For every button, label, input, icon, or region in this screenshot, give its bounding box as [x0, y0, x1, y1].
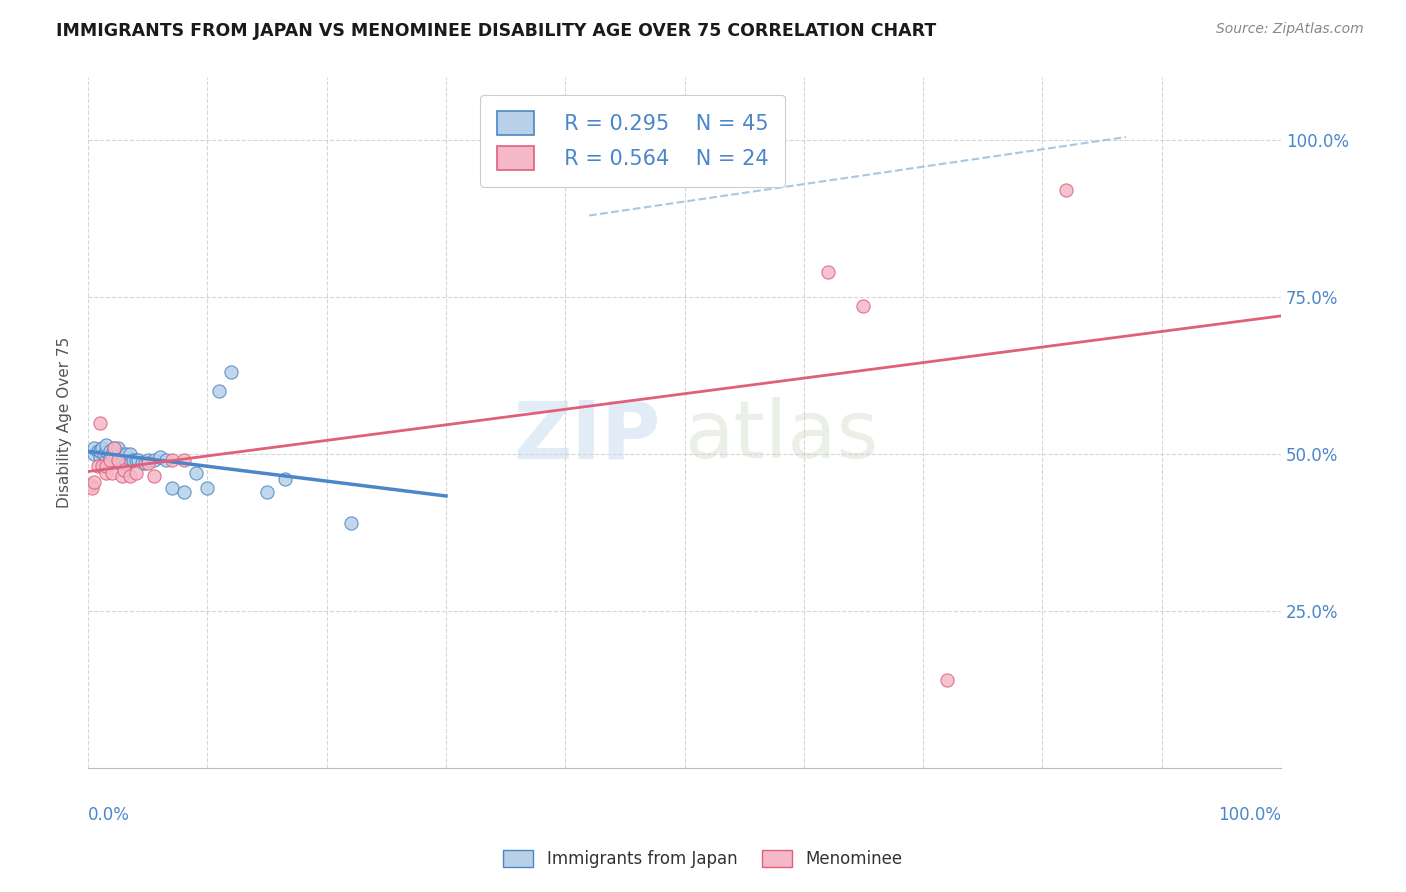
Point [112, 459, 135, 474]
Point [94, 453, 117, 467]
Point [103, 441, 125, 455]
Point [852, 300, 875, 314]
Point [197, 482, 219, 496]
Point [936, 673, 959, 687]
Point [160, 453, 183, 467]
Point [125, 466, 148, 480]
Y-axis label: Disability Age Over 75: Disability Age Over 75 [58, 337, 72, 508]
Point [107, 447, 129, 461]
Point [339, 516, 361, 530]
Point [89, 443, 111, 458]
Text: atlas: atlas [685, 397, 879, 475]
Point [134, 456, 156, 470]
Point [149, 450, 172, 464]
Point [101, 447, 124, 461]
Point [79, 478, 101, 492]
Point [115, 456, 138, 470]
Point [98, 453, 121, 467]
Point [112, 462, 135, 476]
Point [131, 456, 153, 470]
Point [817, 265, 839, 279]
Point [136, 453, 159, 467]
Point [184, 466, 207, 480]
Point [125, 453, 148, 467]
Point [142, 469, 165, 483]
Point [83, 447, 105, 461]
Point [136, 456, 159, 470]
Point [160, 482, 183, 496]
Text: 100.0%: 100.0% [1218, 805, 1281, 823]
Point [274, 472, 297, 486]
Legend:   R = 0.295    N = 45,   R = 0.564    N = 24: R = 0.295 N = 45, R = 0.564 N = 24 [481, 95, 786, 186]
Point [208, 384, 231, 399]
Point [107, 453, 129, 467]
Point [86, 443, 108, 458]
Point [94, 459, 117, 474]
Text: ZIP: ZIP [513, 397, 661, 475]
Point [107, 456, 129, 470]
Text: Source: ZipAtlas.com: Source: ZipAtlas.com [1216, 22, 1364, 37]
Point [101, 466, 124, 480]
Point [83, 475, 105, 490]
Point [110, 453, 132, 467]
Point [91, 441, 114, 455]
Point [80, 482, 103, 496]
Point [91, 459, 114, 474]
Point [94, 437, 117, 451]
Point [1054, 183, 1077, 197]
Point [103, 453, 125, 467]
Point [122, 453, 145, 467]
Point [115, 447, 138, 461]
Point [83, 441, 105, 455]
Point [110, 469, 132, 483]
Point [107, 441, 129, 455]
Point [173, 484, 195, 499]
Point [89, 450, 111, 464]
Point [256, 484, 278, 499]
Text: IMMIGRANTS FROM JAPAN VS MENOMINEE DISABILITY AGE OVER 75 CORRELATION CHART: IMMIGRANTS FROM JAPAN VS MENOMINEE DISAB… [56, 22, 936, 40]
Point [142, 453, 165, 467]
Point [221, 365, 243, 379]
Point [103, 441, 125, 455]
Point [112, 450, 135, 464]
Point [118, 447, 141, 461]
Point [94, 466, 117, 480]
Legend: Immigrants from Japan, Menominee: Immigrants from Japan, Menominee [496, 843, 910, 875]
Point [173, 453, 195, 467]
Point [98, 450, 121, 464]
Point [155, 453, 177, 467]
Point [94, 443, 117, 458]
Point [93, 447, 115, 461]
Point [110, 447, 132, 461]
Point [101, 453, 124, 467]
Point [98, 443, 121, 458]
Point [127, 453, 149, 467]
Point [118, 469, 141, 483]
Text: 0.0%: 0.0% [89, 805, 129, 823]
Point [89, 416, 111, 430]
Point [86, 459, 108, 474]
Point [118, 453, 141, 467]
